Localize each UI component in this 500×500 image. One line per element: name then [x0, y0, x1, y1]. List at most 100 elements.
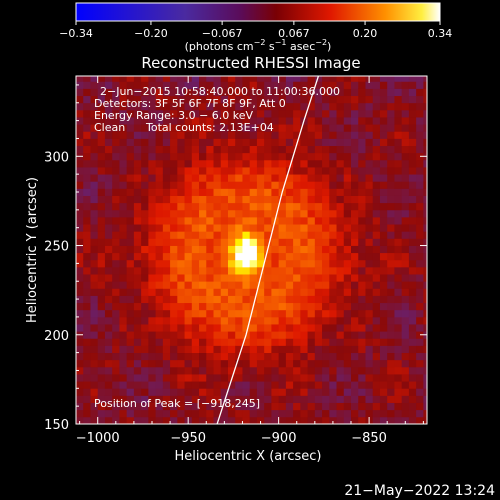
heatmap-cell	[322, 402, 330, 411]
heatmap-cell	[387, 309, 395, 318]
heatmap-cell	[213, 188, 222, 196]
heatmap-cell	[177, 95, 185, 104]
heatmap-cell	[343, 209, 352, 218]
heatmap-cell	[141, 281, 149, 289]
heatmap-cell	[264, 409, 272, 418]
heatmap-cell	[235, 167, 243, 175]
heatmap-cell	[155, 338, 164, 346]
heatmap-cell	[358, 238, 366, 246]
heatmap-cell	[170, 102, 178, 111]
heatmap-cell	[242, 81, 251, 89]
heatmap-cell	[264, 331, 272, 339]
heatmap-cell	[177, 124, 185, 132]
heatmap-cell	[242, 374, 251, 382]
heatmap-cell	[271, 416, 280, 424]
heatmap-cell	[278, 131, 287, 139]
heatmap-cell	[83, 309, 91, 318]
heatmap-cell	[104, 281, 113, 289]
heatmap-cell	[97, 359, 106, 368]
heatmap-cell	[351, 366, 359, 375]
heatmap-cell	[358, 167, 366, 175]
heatmap-cell	[133, 131, 142, 139]
heatmap-cell	[408, 316, 417, 325]
heatmap-cell	[104, 295, 113, 304]
heatmap-cell	[264, 117, 272, 125]
heatmap-cell	[423, 309, 427, 318]
heatmap-cell	[213, 302, 222, 311]
heatmap-cell	[76, 409, 84, 418]
heatmap-cell	[83, 324, 91, 332]
heatmap-cell	[336, 117, 345, 125]
heatmap-cell	[199, 324, 207, 332]
heatmap-cell	[220, 224, 229, 232]
heatmap-cell	[249, 259, 258, 268]
heatmap-cell	[408, 266, 417, 275]
colorbar-gradient	[75, 2, 441, 22]
heatmap-cell	[394, 224, 403, 232]
heatmap-cell	[177, 216, 185, 225]
heatmap-cell	[336, 245, 345, 254]
heatmap-cell	[184, 95, 193, 104]
heatmap-cell	[271, 138, 280, 146]
heatmap-cell	[256, 395, 265, 403]
heatmap-cell	[314, 88, 323, 97]
heatmap-cell	[148, 288, 157, 296]
heatmap-cell	[314, 324, 323, 332]
heatmap-cell	[416, 288, 424, 296]
heatmap-cell	[365, 345, 374, 354]
heatmap-cell	[336, 238, 345, 246]
heatmap-cell	[249, 352, 258, 361]
heatmap-cell	[264, 359, 272, 368]
heatmap-cell	[220, 331, 229, 339]
heatmap-cell	[133, 216, 142, 225]
heatmap-cell	[358, 316, 366, 325]
heatmap-cell	[408, 216, 417, 225]
heatmap-cell	[307, 102, 316, 111]
heatmap-cell	[423, 145, 427, 154]
heatmap-cell	[119, 352, 128, 361]
heatmap-cell	[293, 288, 301, 296]
heatmap-cell	[76, 266, 84, 275]
heatmap-cell	[133, 181, 142, 189]
heatmap-cell	[191, 145, 200, 154]
heatmap-cell	[394, 109, 403, 118]
heatmap-cell	[148, 76, 157, 82]
heatmap-cell	[387, 295, 395, 304]
heatmap-cell	[416, 88, 424, 97]
heatmap-cell	[242, 416, 251, 424]
heatmap-cell	[285, 288, 294, 296]
heatmap-cell	[76, 366, 84, 375]
heatmap-cell	[104, 224, 113, 232]
heatmap-cell	[206, 195, 214, 204]
heatmap-cell	[256, 331, 265, 339]
heatmap-cell	[112, 302, 120, 311]
heatmap-cell	[170, 295, 178, 304]
heatmap-cell	[372, 374, 381, 382]
heatmap-cell	[199, 231, 207, 239]
heatmap-cell	[177, 309, 185, 318]
heatmap-cell	[97, 88, 106, 97]
heatmap-cell	[416, 209, 424, 218]
heatmap-cell	[358, 274, 366, 282]
heatmap-cell	[256, 409, 265, 418]
heatmap-cell	[83, 252, 91, 261]
heatmap-cell	[307, 395, 316, 403]
heatmap-cell	[314, 159, 323, 168]
heatmap-cell	[83, 316, 91, 325]
heatmap-cell	[264, 252, 272, 261]
heatmap-cell	[104, 252, 113, 261]
heatmap-cell	[141, 302, 149, 311]
heatmap-cell	[184, 288, 193, 296]
heatmap-cell	[170, 188, 178, 196]
heatmap-cell	[148, 409, 157, 418]
annotation-energy-range: Energy Range: 3.0 − 6.0 keV	[94, 109, 254, 122]
heatmap-cell	[293, 145, 301, 154]
heatmap-cell	[372, 366, 381, 375]
heatmap-cell	[372, 395, 381, 403]
heatmap-cell	[235, 209, 243, 218]
heatmap-cell	[336, 366, 345, 375]
heatmap-cell	[155, 324, 164, 332]
heatmap-cell	[271, 395, 280, 403]
heatmap-cell	[278, 152, 287, 161]
heatmap-cell	[119, 117, 128, 125]
